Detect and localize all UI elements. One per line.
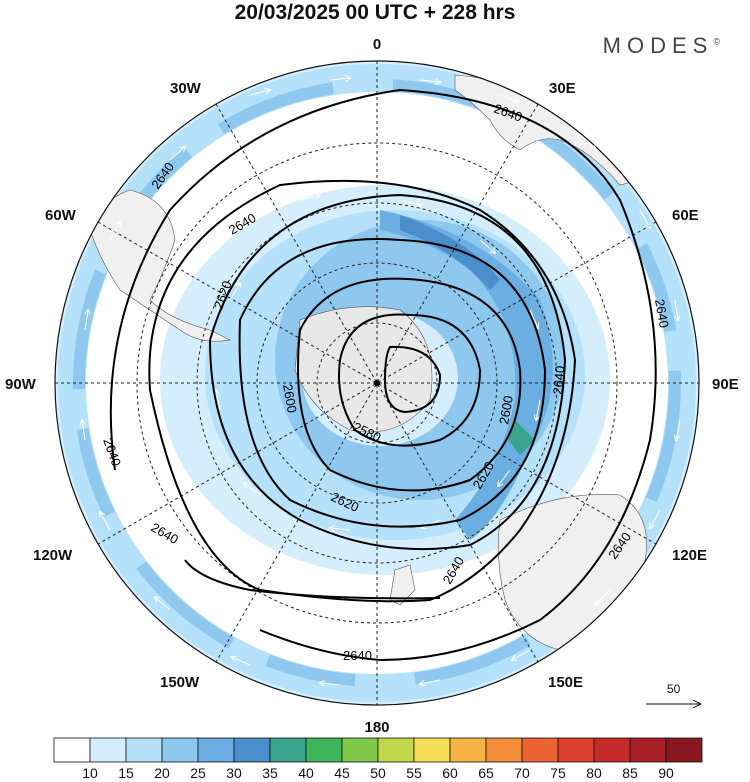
contour-label: 2640	[652, 298, 672, 329]
colorbar-label: 15	[118, 765, 134, 781]
colorbar-label: 55	[406, 765, 422, 781]
brand-logo: MODES©	[603, 33, 720, 59]
colorbar-swatch	[593, 737, 631, 763]
contour-2600	[297, 277, 522, 492]
lon-label-90e: 90E	[712, 376, 739, 393]
lon-label-180: 180	[364, 719, 389, 736]
contour-2640-outer	[109, 88, 657, 662]
brand-mark: ©	[713, 36, 720, 47]
colorbar-label: 20	[154, 765, 170, 781]
pole-marker	[374, 380, 380, 386]
south-america-outline	[89, 189, 231, 342]
colorbar-label: 30	[226, 765, 242, 781]
colorbar-swatch	[521, 737, 559, 763]
colorbar-label: 50	[370, 765, 386, 781]
contour-2640-inner	[148, 179, 577, 603]
colorbar-label: 75	[550, 765, 566, 781]
lon-label-0: 0	[373, 36, 381, 53]
colorbar-label: 85	[622, 765, 638, 781]
contour-inner-low	[383, 345, 442, 414]
colorbar-swatch	[233, 737, 271, 763]
height-contours	[109, 88, 657, 662]
contour-label: 2600	[280, 383, 300, 414]
lon-label-150w: 150W	[160, 674, 200, 691]
australia-outline	[498, 494, 647, 651]
colorbar-label: 45	[334, 765, 350, 781]
colorbar-swatch	[53, 737, 91, 763]
map-title: 20/03/2025 00 UTC + 228 hrs	[234, 1, 516, 24]
colorbar-swatch	[413, 737, 451, 763]
colorbar-swatch	[449, 737, 487, 763]
colorbar-label: 65	[478, 765, 494, 781]
lon-label-30w: 30W	[170, 80, 202, 97]
colorbar-swatch	[485, 737, 523, 763]
lon-label-120w: 120W	[33, 547, 73, 564]
colorbar-swatch	[341, 737, 379, 763]
colorbar-label: 25	[190, 765, 206, 781]
lon-label-30e: 30E	[549, 80, 576, 97]
colorbar-swatch	[557, 737, 595, 763]
contour-2620-outer	[208, 193, 567, 551]
colorbar-label: 10	[82, 765, 98, 781]
colorbar-label: 60	[442, 765, 458, 781]
colorbar-swatch	[161, 737, 199, 763]
lon-label-120e: 120E	[672, 547, 707, 564]
colorbar-swatch	[89, 737, 127, 763]
colorbar-label: 70	[514, 765, 530, 781]
colorbar: 10 15 20 25 30 35 40 45 50 55 60 65 70 75 80 85 90	[53, 737, 703, 781]
reference-vector: 50	[646, 682, 700, 704]
contour-label: 2640	[550, 365, 567, 395]
colorbar-swatch	[305, 737, 343, 763]
lon-label-60w: 60W	[45, 207, 77, 224]
contour-label: 2600	[496, 394, 516, 425]
contour-2620	[238, 238, 547, 528]
contour-2640-south	[184, 559, 441, 600]
reference-vector-label: 50	[667, 682, 681, 696]
colorbar-label: 35	[262, 765, 278, 781]
contour-label: 2640	[343, 648, 372, 663]
colorbar-label: 40	[298, 765, 314, 781]
longitude-labels: 0 180 90W 90E 30W 30E 60W 60E 120W 120E …	[5, 36, 739, 736]
colorbar-label: 90	[658, 765, 674, 781]
colorbar-swatch	[377, 737, 415, 763]
colorbar-swatch	[197, 737, 235, 763]
map-border	[54, 60, 700, 706]
lon-label-150e: 150E	[548, 674, 583, 691]
wind-vectors	[82, 78, 680, 685]
colorbar-swatch	[125, 737, 163, 763]
lon-label-60e: 60E	[672, 207, 699, 224]
colorbar-swatch	[665, 737, 703, 763]
lon-label-90w: 90W	[5, 376, 37, 393]
brand-text: MODES	[602, 33, 714, 58]
colorbar-swatch	[629, 737, 667, 763]
contour-2580	[338, 313, 482, 447]
colorbar-swatch	[269, 737, 307, 763]
colorbar-label: 80	[586, 765, 602, 781]
